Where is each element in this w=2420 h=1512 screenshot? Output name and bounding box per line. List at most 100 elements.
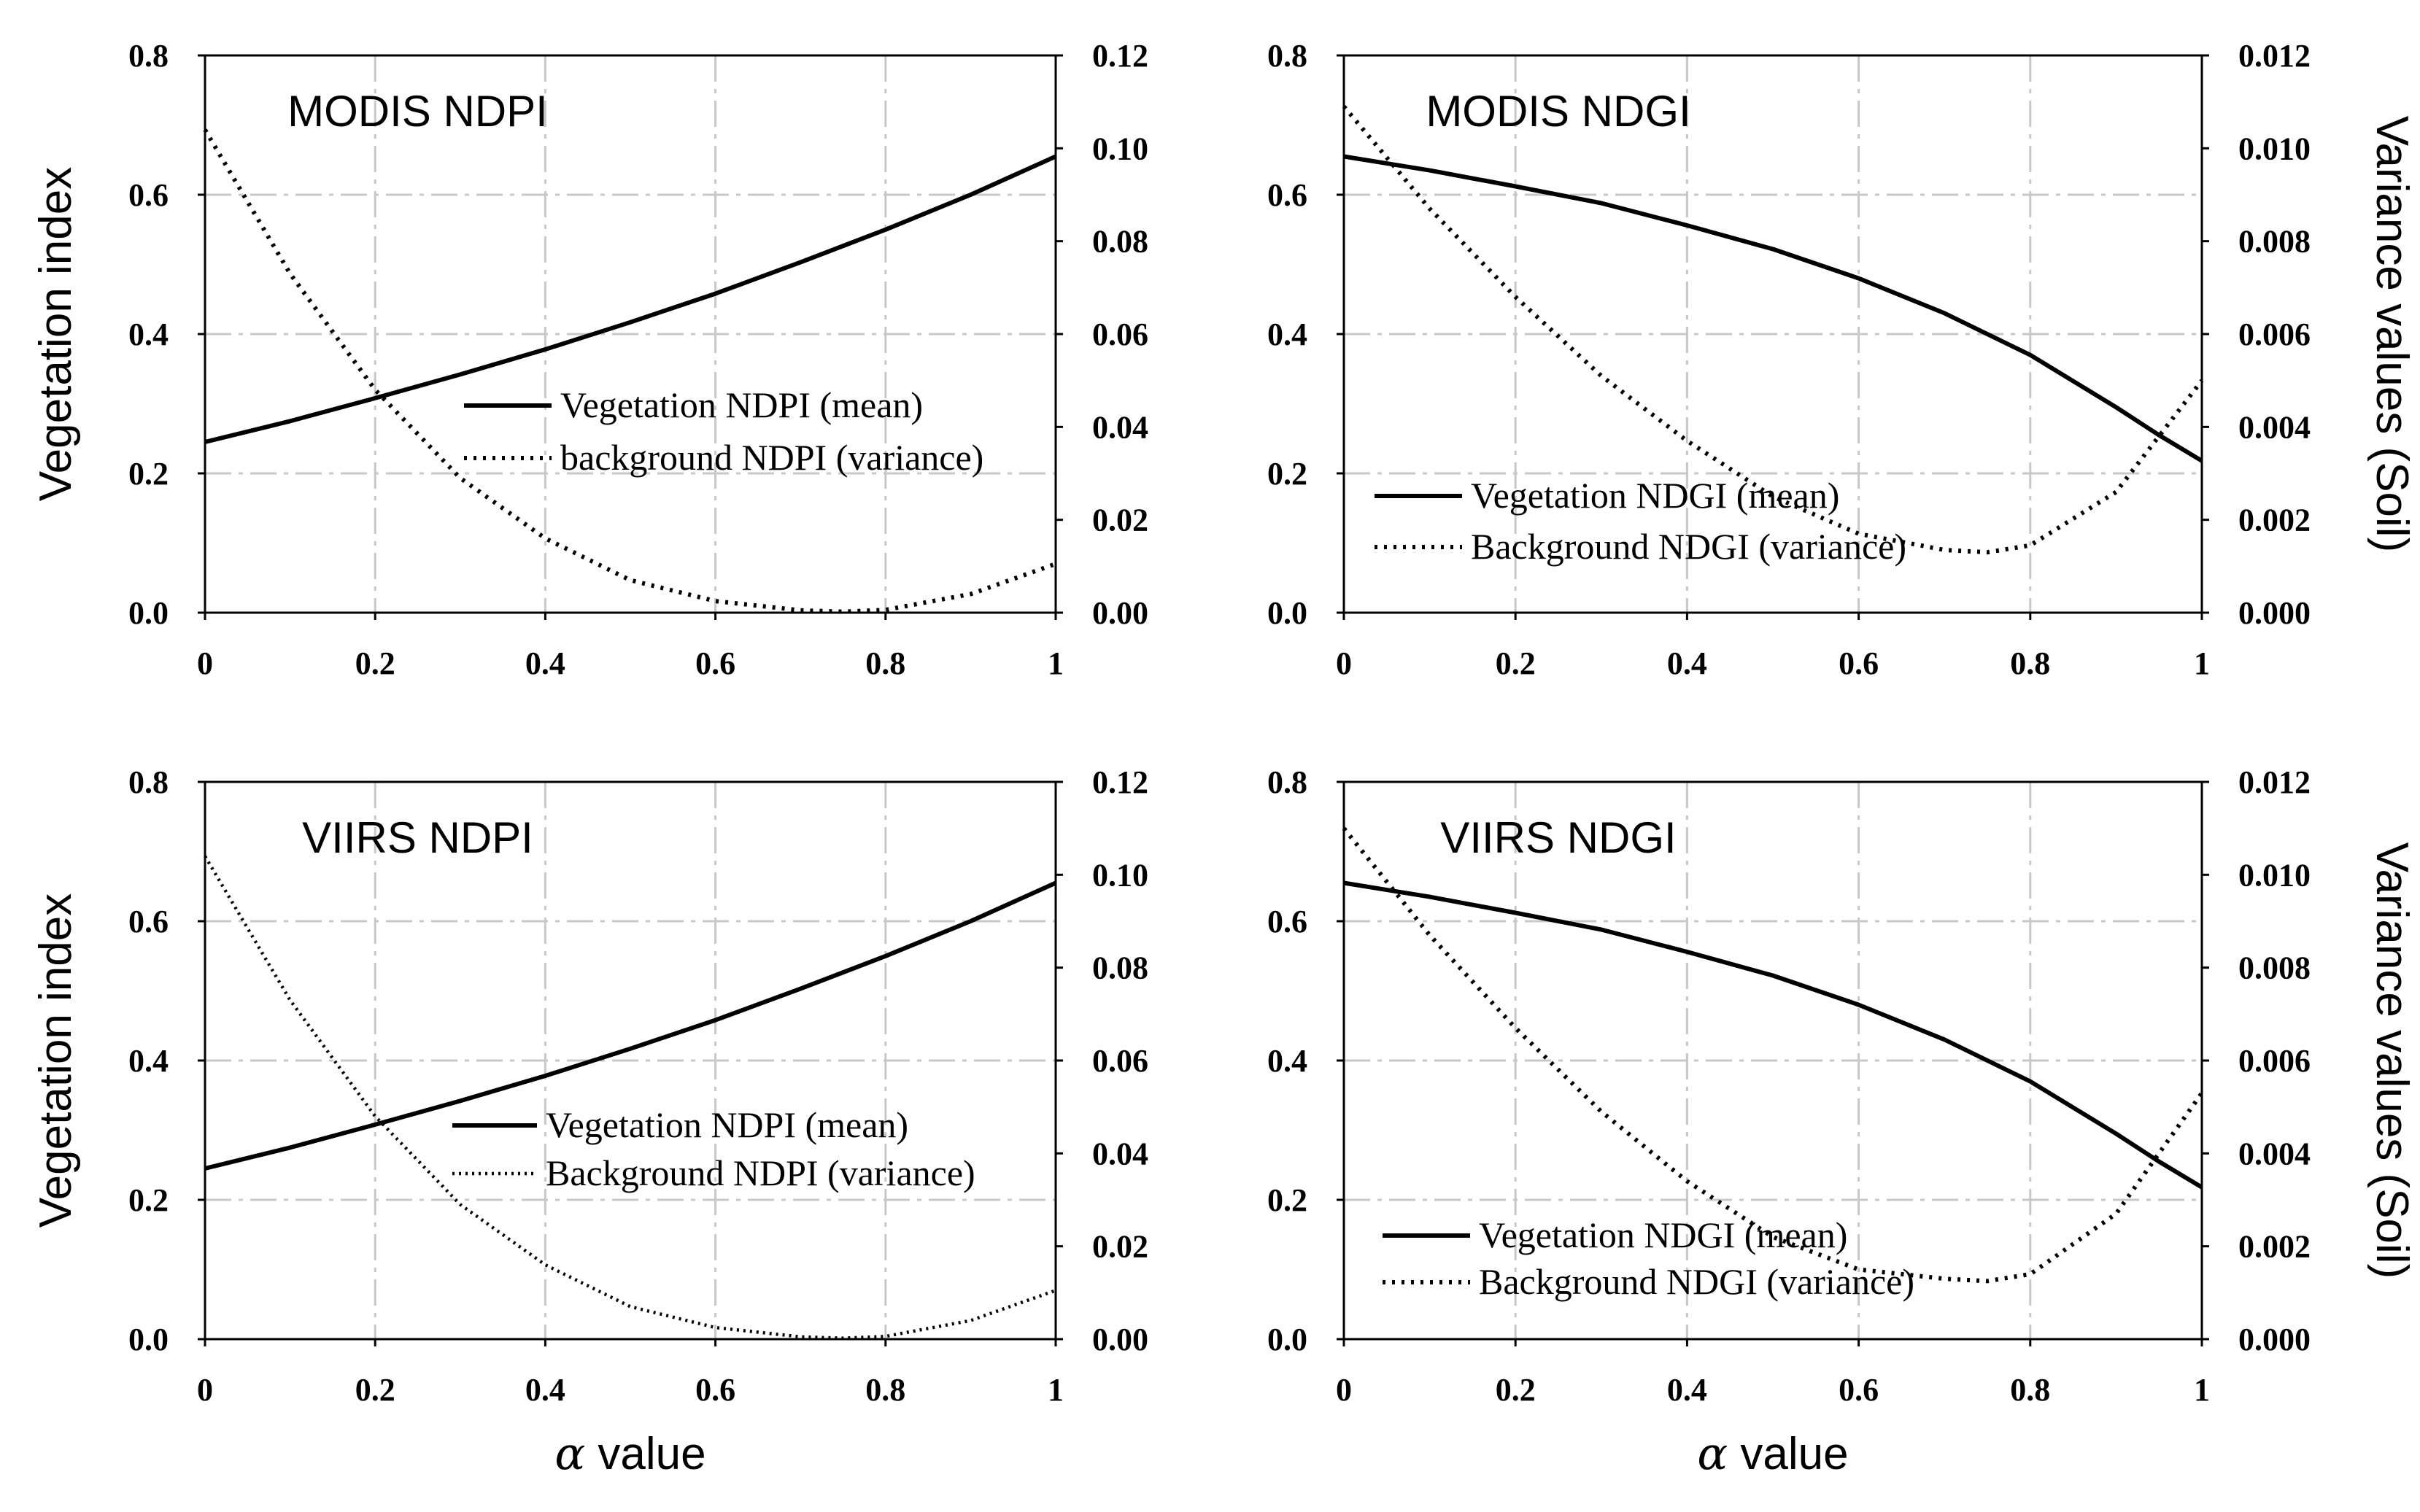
y2-tick-label: 0.04 [1092, 1136, 1148, 1171]
y-tick-label: 0.2 [1267, 456, 1307, 492]
panel-title: VIIRS NDPI [302, 813, 533, 862]
y2-tick-label: 0.02 [1092, 503, 1148, 538]
x-axis-label-rest: value [1728, 1429, 1848, 1479]
y2-tick-label: 0.010 [2238, 857, 2311, 893]
y-tick-label: 0.8 [1267, 764, 1307, 800]
x-tick-label: 0.4 [1667, 645, 1707, 681]
y2-tick-label: 0.12 [1092, 764, 1148, 800]
y-tick-label: 0.8 [1267, 38, 1307, 74]
variance-series-line [204, 855, 1056, 1340]
chart-panel-0: 0.0 0.2 0.4 0.6 0.8 0.00 0.02 0.04 0.06 0.08 0.10 0… [31, 38, 1148, 681]
legend-label: Vegetation NDGI (mean) [1479, 1214, 1847, 1255]
mean-series-line [1343, 154, 2203, 463]
y-tick-label: 0.0 [1267, 595, 1307, 631]
legend-label: Background NDGI (variance) [1479, 1261, 1914, 1302]
x-tick-label: 0.2 [1496, 645, 1536, 681]
y2-tick-label: 0.10 [1092, 857, 1148, 893]
panel-title: VIIRS NDGI [1440, 813, 1676, 862]
x-tick-label: 0 [197, 1372, 213, 1408]
x-tick-label: 0 [1336, 1372, 1352, 1408]
y2-tick-label: 0.06 [1092, 1043, 1148, 1079]
y-tick-label: 0.6 [1267, 904, 1307, 939]
x-tick-label: 0.4 [1667, 1372, 1707, 1408]
x-axis-label: α value [554, 1427, 705, 1480]
x-tick-label: 0.8 [2010, 645, 2050, 681]
y2-tick-label: 0.06 [1092, 317, 1148, 352]
variance-series-line [203, 128, 1057, 614]
chart-panel-2: 0.0 0.2 0.4 0.6 0.8 0.00 0.02 0.04 0.06 0.08 0.10 0… [31, 764, 1148, 1480]
y2-tick-label: 0.02 [1092, 1229, 1148, 1265]
mean-series-line [204, 154, 1057, 444]
chart-panel-1: 0.0 0.2 0.4 0.6 0.8 0.000 0.002 0.004 0.006 0.008… [1267, 38, 2417, 681]
y-tick-label: 0.2 [128, 1182, 169, 1218]
x-tick-label: 0.8 [2010, 1372, 2050, 1408]
legend-label: Vegetation NDGI (mean) [1471, 475, 1839, 516]
y-tick-label: 0.8 [128, 764, 169, 800]
legend-label: Vegetation NDPI (mean) [546, 1104, 908, 1145]
x-tick-label: 0.2 [1496, 1372, 1536, 1408]
y2-tick-label: 0.002 [2238, 503, 2311, 538]
legend: Vegetation NDGI (mean) Background NDGI (v… [1375, 475, 1906, 567]
y-tick-label: 0.6 [128, 177, 169, 213]
legend: Vegetation NDPI (mean) Background NDPI (v… [452, 1104, 975, 1193]
y2-tick-label: 0.002 [2238, 1229, 2311, 1265]
legend: Vegetation NDPI (mean) background NDPI (v… [464, 384, 983, 478]
y2-tick-label: 0.010 [2238, 131, 2311, 166]
x-tick-label: 0.4 [525, 1372, 565, 1408]
x-tick-label: 0.6 [1839, 645, 1879, 681]
panel-title: MODIS NDGI [1426, 87, 1690, 136]
legend-label: Background NDPI (variance) [546, 1152, 975, 1193]
y-axis-label: Vegetation index [31, 167, 81, 502]
legend: Vegetation NDGI (mean) Background NDGI (v… [1383, 1214, 1914, 1302]
y2-tick-label: 0.006 [2238, 317, 2311, 352]
alpha-symbol: α [1697, 1427, 1728, 1480]
x-tick-label: 0.6 [695, 645, 735, 681]
variance-series-line [1342, 826, 2204, 1284]
alpha-symbol: α [554, 1427, 585, 1480]
y2-tick-label: 0.008 [2238, 224, 2311, 260]
y-axis-label: Vegetation index [31, 893, 81, 1228]
x-tick-label: 0 [197, 645, 213, 681]
y-tick-label: 0.4 [1267, 1043, 1307, 1079]
y2-axis-label: Variance values (Soil) [2367, 842, 2417, 1279]
y2-tick-label: 0.04 [1092, 409, 1148, 445]
x-tick-label: 0.2 [355, 1372, 395, 1408]
x-tick-label: 0.4 [525, 645, 565, 681]
panel-title: MODIS NDPI [287, 87, 548, 136]
y2-tick-label: 0.000 [2238, 1322, 2311, 1357]
y2-tick-label: 0.10 [1092, 131, 1148, 166]
y-tick-label: 0.2 [128, 456, 169, 492]
y2-tick-label: 0.00 [1092, 1322, 1148, 1357]
y-tick-label: 0.4 [128, 1043, 169, 1079]
mean-series-line [204, 880, 1057, 1171]
y2-tick-label: 0.004 [2238, 1136, 2311, 1171]
y2-tick-label: 0.000 [2238, 595, 2311, 631]
y-tick-label: 0.0 [128, 595, 169, 631]
y-tick-label: 0.6 [1267, 177, 1307, 213]
mean-series-line [1343, 880, 2203, 1190]
x-tick-label: 0.2 [355, 645, 395, 681]
y-tick-label: 0.4 [128, 317, 169, 352]
legend-label: background NDPI (variance) [560, 437, 983, 478]
x-tick-label: 1 [1048, 645, 1064, 681]
y-tick-label: 0.2 [1267, 1182, 1307, 1218]
y-tick-label: 0.0 [1267, 1322, 1307, 1357]
y2-tick-label: 0.008 [2238, 950, 2311, 986]
y2-tick-label: 0.00 [1092, 595, 1148, 631]
legend-label: Vegetation NDPI (mean) [560, 384, 923, 425]
y2-tick-label: 0.006 [2238, 1043, 2311, 1079]
y-tick-label: 0.8 [128, 38, 169, 74]
y-tick-label: 0.6 [128, 904, 169, 939]
y2-tick-label: 0.012 [2238, 764, 2311, 800]
y2-tick-label: 0.08 [1092, 224, 1148, 260]
chart-panel-3: 0.0 0.2 0.4 0.6 0.8 0.000 0.002 0.004 0.006 0.008… [1267, 764, 2417, 1480]
y2-tick-label: 0.012 [2238, 38, 2311, 74]
y2-tick-label: 0.004 [2238, 409, 2311, 445]
x-axis-label-rest: value [585, 1429, 705, 1479]
x-tick-label: 0.8 [865, 1372, 905, 1408]
x-tick-label: 0 [1336, 645, 1352, 681]
x-tick-label: 0.6 [1839, 1372, 1879, 1408]
x-tick-label: 1 [2194, 645, 2210, 681]
y2-tick-label: 0.12 [1092, 38, 1148, 74]
